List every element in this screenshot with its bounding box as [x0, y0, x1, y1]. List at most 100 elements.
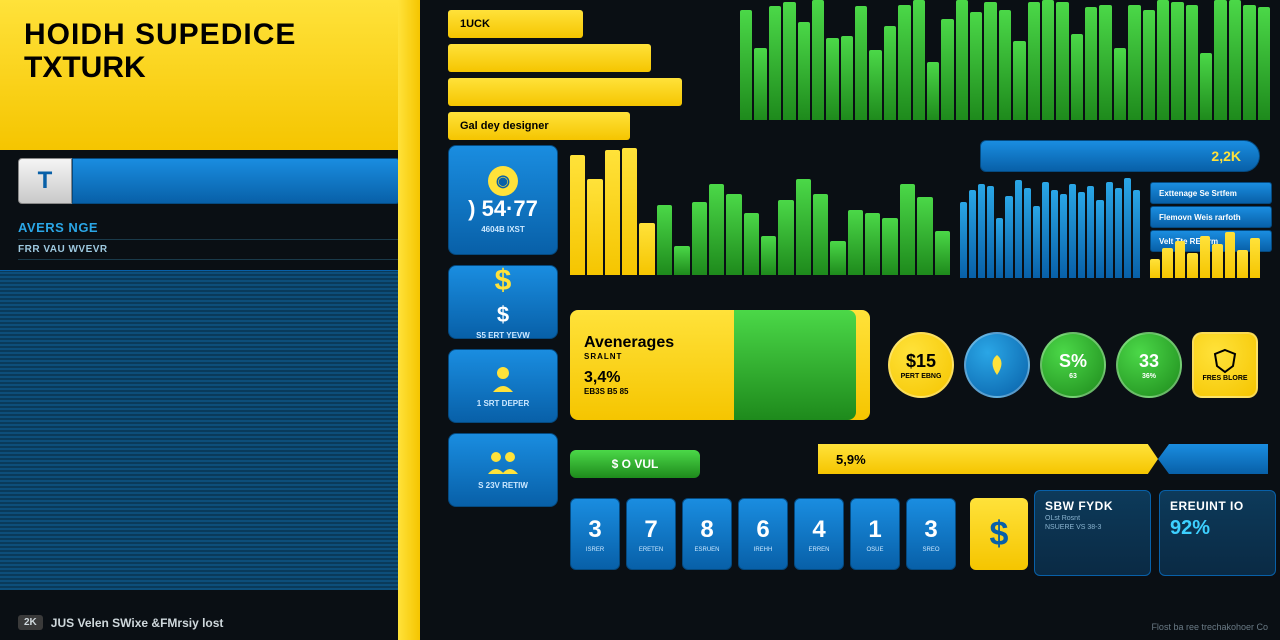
sidebar-label-sub: FRR VAU WVEVR [18, 240, 400, 260]
blue-bar [1087, 186, 1094, 278]
footer-text: JUS Velen SWixe &FMrsiy lost [51, 616, 224, 630]
card-sub1: OLst Rosnt [1045, 515, 1140, 522]
round-badge-3[interactable]: 3336% [1116, 332, 1182, 398]
blue-bar [1033, 206, 1040, 278]
sidebar-label-main: AVERS NGE [18, 216, 400, 240]
green-bar [1258, 7, 1270, 120]
side-list-item-1[interactable]: Flemovn Weis rarfoth [1150, 206, 1272, 228]
averages-card[interactable]: Avenerages SRALNT 3,4% EB3S B5 85 [570, 310, 870, 420]
top-bar-1[interactable] [448, 44, 651, 72]
green-bar [884, 26, 896, 120]
card-sub2: NSUERE VS 38-3 [1045, 524, 1140, 531]
tile-caption: S5 ERT YEVW [476, 331, 530, 340]
sidebar-labels: AVERS NGE FRR VAU WVEVR [18, 216, 400, 260]
shield-icon [1212, 348, 1238, 374]
mid-bar [657, 205, 672, 275]
people-tile[interactable]: S 23V RETIW [448, 433, 558, 507]
green-bar [1200, 53, 1212, 120]
bottom-card-1[interactable]: EREUINT IO92% [1159, 490, 1276, 576]
green-bar [927, 62, 939, 120]
tile-value: ) 54·77 [468, 196, 538, 222]
green-bar [1157, 0, 1169, 120]
dollar-tile[interactable]: $$S5 ERT YEVW [448, 265, 558, 339]
mid-bar [900, 184, 915, 275]
mid-bar [587, 179, 602, 275]
side-list-item-0[interactable]: Exttenage Se Srtfem [1150, 182, 1272, 204]
green-bar [783, 2, 795, 120]
content: 1UCKGal dey designer ◉) 54·774604B IXST$… [420, 0, 1280, 640]
green-bar [984, 2, 996, 120]
mid-bar [813, 194, 828, 275]
mid-bar [917, 197, 932, 275]
top-bar-2[interactable] [448, 78, 682, 106]
user-tile[interactable]: 1 SRT DEPER [448, 349, 558, 423]
blue-bar [1015, 180, 1022, 278]
mid-bar [674, 246, 689, 275]
bottom-card-0[interactable]: SBW FYDKOLst RosntNSUERE VS 38-3 [1034, 490, 1151, 576]
mid-bar [796, 179, 811, 275]
mid-bar [848, 210, 863, 275]
blue-bar [1124, 178, 1131, 278]
round-badge-0[interactable]: $15PERT EBNG [888, 332, 954, 398]
green-bar [754, 48, 766, 120]
mid-bar [709, 184, 724, 275]
header-title-line1: HOIDH SUPEDICE [24, 18, 396, 51]
blue-bar [1024, 188, 1031, 278]
blue-bar [1115, 188, 1122, 278]
blue-bar [1060, 194, 1067, 278]
mid-bar [761, 236, 776, 275]
yellow-small-bar [1200, 236, 1210, 278]
tile-caption: S 23V RETIW [478, 481, 528, 490]
num-value: 8 [700, 516, 713, 544]
dollar-icon: $ [495, 264, 512, 298]
num-tile-4[interactable]: 4ERREN [794, 498, 844, 570]
green-bar [1243, 5, 1255, 120]
green-bar [1013, 41, 1025, 120]
yellow-small-bar [1212, 244, 1222, 278]
top-bar-3[interactable]: Gal dey designer [448, 112, 630, 140]
num-caption: ERREN [808, 547, 829, 553]
avg-note: EB3S B5 85 [584, 387, 734, 396]
avg-subtitle: SRALNT [584, 352, 734, 361]
mid-bar [639, 223, 654, 275]
stat-tile[interactable]: ◉) 54·774604B IXST [448, 145, 558, 255]
green-bar [999, 10, 1011, 120]
round-badge-2[interactable]: S%63 [1040, 332, 1106, 398]
num-tile-1[interactable]: 7ERETEN [626, 498, 676, 570]
num-caption: OSUE [866, 547, 883, 553]
badge-caption: PERT EBNG [901, 373, 942, 380]
tile-caption: 4604B IXST [481, 225, 525, 234]
avg-value: 3,4% [584, 369, 734, 387]
green-bar [941, 19, 953, 120]
num-tile-0[interactable]: 3ISRER [570, 498, 620, 570]
round-badge-4[interactable]: FRES BLORE [1192, 332, 1258, 398]
num-tile-5[interactable]: 1OSUE [850, 498, 900, 570]
round-badge-1[interactable] [964, 332, 1030, 398]
green-bar [970, 12, 982, 120]
stat-pill-value: 2,2K [1211, 148, 1241, 164]
green-bar [1099, 5, 1111, 120]
green-bar [1085, 7, 1097, 120]
num-caption: ERETEN [639, 547, 663, 553]
blue-bar-chart [960, 178, 1140, 278]
num-tile-6[interactable]: 3SREO [906, 498, 956, 570]
card-value: 92% [1170, 517, 1265, 540]
sidebar: HOIDH SUPEDICE TXTURK T AVERS NGE FRR VA… [0, 0, 420, 640]
green-bar [1186, 5, 1198, 120]
num-value: 6 [756, 516, 769, 544]
green-pill[interactable]: $ O VUL [570, 450, 700, 478]
top-bar-0[interactable]: 1UCK [448, 10, 583, 38]
green-bar [1042, 0, 1054, 120]
mid-bar [622, 148, 637, 275]
green-bar [869, 50, 881, 120]
num-tile-3[interactable]: 6IREHH [738, 498, 788, 570]
green-bar [913, 0, 925, 120]
blue-bar [969, 190, 976, 278]
badge-bar[interactable]: T [18, 158, 400, 204]
num-tile-2[interactable]: 8ESRUEN [682, 498, 732, 570]
blue-bar [960, 202, 967, 278]
round-badges-row: $15PERT EBNG S%633336%FRES BLORE [888, 310, 1258, 420]
green-bar [812, 0, 824, 120]
stat-pill[interactable]: 2,2K [980, 140, 1260, 172]
dollar-square[interactable]: $ [970, 498, 1028, 570]
